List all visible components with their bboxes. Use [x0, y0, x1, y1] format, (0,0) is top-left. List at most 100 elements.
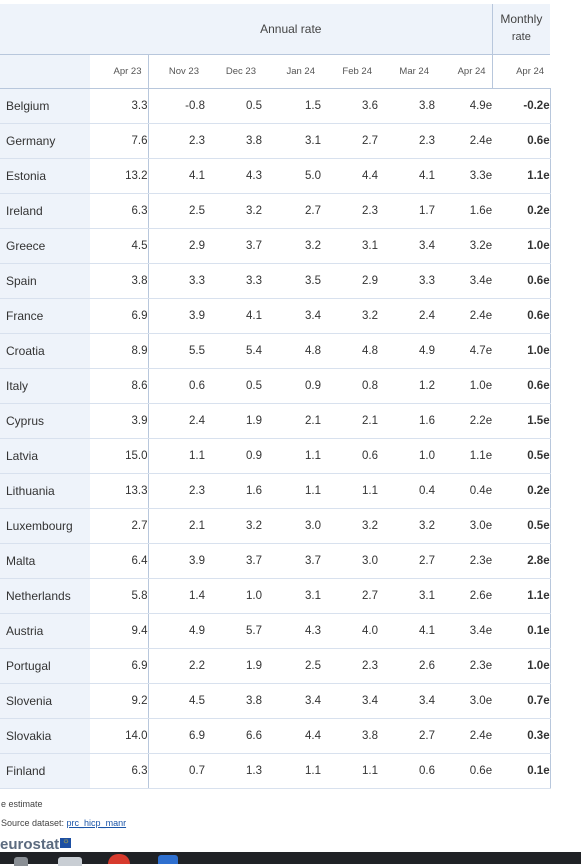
annual-rate-cell: 1.6e: [435, 193, 493, 229]
monthly-rate-cell: 0.7e: [492, 683, 551, 719]
annual-rate-cell: 3.3e: [435, 158, 493, 194]
country-name: Luxembourg: [0, 508, 90, 544]
annual-rate-cell: 3.3: [205, 263, 262, 299]
annual-rate-cell: 2.7: [321, 578, 378, 614]
app-icon[interactable]: [14, 857, 28, 866]
annual-rate-cell: 0.7: [148, 753, 205, 789]
country-name: Slovenia: [0, 683, 90, 719]
annual-rate-cell: 3.1: [321, 228, 378, 264]
annual-rate-cell: 6.3: [90, 193, 149, 229]
period-stub: [0, 54, 90, 89]
social-icon[interactable]: [158, 855, 178, 864]
table-row: Cyprus 3.9 2.4 1.9 2.1 2.1 1.6 2.2e 1.5e: [0, 403, 551, 439]
monthly-rate-cell: 0.6e: [492, 368, 551, 404]
source-dataset-link[interactable]: prc_hicp_manr: [66, 818, 127, 828]
annual-rate-cell: 1.2: [378, 368, 435, 404]
table-row: Italy 8.6 0.6 0.5 0.9 0.8 1.2 1.0e 0.6e: [0, 368, 551, 404]
annual-rate-cell: 2.3e: [435, 648, 493, 684]
table-row: Lithuania 13.3 2.3 1.6 1.1 1.1 0.4 0.4e 0.2e: [0, 473, 551, 509]
monthly-rate-cell: 1.1e: [492, 158, 551, 194]
period-header: Jan 24: [262, 54, 321, 89]
annual-rate-cell: 4.5: [90, 228, 149, 264]
country-name: Germany: [0, 123, 90, 159]
country-name: Estonia: [0, 158, 90, 194]
table-row: Luxembourg 2.7 2.1 3.2 3.0 3.2 3.2 3.0e 0.5e: [0, 508, 551, 544]
annual-rate-cell: 1.6: [378, 403, 435, 439]
monthly-rate-cell: 2.8e: [492, 543, 551, 579]
annual-rate-cell: 1.9: [205, 403, 262, 439]
annual-rate-cell: 3.0: [321, 543, 378, 579]
annual-rate-cell: 3.2: [378, 508, 435, 544]
eurostat-logo[interactable]: eurostat ☼: [0, 836, 72, 853]
flag-stars: ☼: [62, 836, 70, 845]
annual-rate-cell: 2.4e: [435, 298, 493, 334]
table-row: Croatia 8.9 5.5 5.4 4.8 4.8 4.9 4.7e 1.0e: [0, 333, 551, 369]
annual-rate-cell: 0.4: [378, 473, 435, 509]
annual-rate-cell: 1.1e: [435, 438, 493, 474]
monthly-rate-cell: 1.0e: [492, 333, 551, 369]
monthly-rate-cell: 0.1e: [492, 753, 551, 789]
annual-rate-cell: 3.5: [262, 263, 321, 299]
annual-rate-cell: 1.5: [262, 88, 321, 124]
monthly-rate-cell: 1.0e: [492, 228, 551, 264]
monthly-rate-cell: 1.1e: [492, 578, 551, 614]
annual-rate-cell: 2.5: [148, 193, 205, 229]
annual-rate-cell: 3.0e: [435, 683, 493, 719]
estimate-note: e estimate: [1, 799, 43, 809]
table-row: Portugal 6.9 2.2 1.9 2.5 2.3 2.6 2.3e 1.0e: [0, 648, 551, 684]
annual-rate-cell: 2.3: [321, 193, 378, 229]
annual-rate-cell: 7.6: [90, 123, 149, 159]
table-row: Ireland 6.3 2.5 3.2 2.7 2.3 1.7 1.6e 0.2e: [0, 193, 551, 229]
country-name: Portugal: [0, 648, 90, 684]
annual-rate-cell: 2.4: [148, 403, 205, 439]
browser-icon[interactable]: [108, 854, 130, 864]
table-row: Finland 6.3 0.7 1.3 1.1 1.1 0.6 0.6e 0.1e: [0, 753, 551, 789]
annual-rate-cell: 0.6: [321, 438, 378, 474]
monthly-rate-label-line2: rate: [511, 31, 531, 44]
annual-rate-cell: 3.7: [205, 543, 262, 579]
annual-rate-cell: 1.3: [205, 753, 262, 789]
annual-rate-cell: 1.7: [378, 193, 435, 229]
source-prefix: Source dataset:: [1, 818, 67, 828]
annual-rate-cell: 2.7: [378, 543, 435, 579]
country-name: Netherlands: [0, 578, 90, 614]
annual-rate-cell: 3.3: [378, 263, 435, 299]
annual-rate-cell: 3.9: [148, 298, 205, 334]
table-row: Germany 7.6 2.3 3.8 3.1 2.7 2.3 2.4e 0.6e: [0, 123, 551, 159]
annual-rate-cell: 3.4: [378, 228, 435, 264]
annual-rate-cell: 1.6: [205, 473, 262, 509]
annual-rate-cell: 2.7: [90, 508, 149, 544]
period-header: Nov 23: [148, 54, 205, 89]
annual-rate-cell: 15.0: [90, 438, 149, 474]
country-name: Ireland: [0, 193, 90, 229]
annual-rate-cell: 4.1: [148, 158, 205, 194]
annual-rate-cell: 2.2: [148, 648, 205, 684]
annual-rate-cell: 1.1: [262, 473, 321, 509]
annual-rate-cell: 3.3: [90, 88, 149, 124]
annual-rate-cell: 0.6: [148, 368, 205, 404]
annual-rate-cell: 2.1: [321, 403, 378, 439]
annual-rate-cell: 2.7: [321, 123, 378, 159]
annual-rate-cell: 3.7: [205, 228, 262, 264]
annual-rate-cell: 3.0e: [435, 508, 493, 544]
eu-flag-icon: ☼: [60, 836, 72, 848]
annual-rate-cell: 2.1: [262, 403, 321, 439]
annual-rate-cell: 4.5: [148, 683, 205, 719]
period-header: Feb 24: [321, 54, 378, 89]
annual-rate-cell: 1.1: [148, 438, 205, 474]
annual-rate-cell: 4.8: [262, 333, 321, 369]
annual-rate-cell: 3.7: [262, 543, 321, 579]
window-icon[interactable]: [58, 857, 82, 866]
annual-rate-cell: 2.9: [321, 263, 378, 299]
annual-rate-cell: 4.4: [321, 158, 378, 194]
annual-rate-cell: 14.0: [90, 718, 149, 754]
annual-rate-cell: 3.1: [378, 578, 435, 614]
annual-rate-cell: 0.6: [378, 753, 435, 789]
annual-rate-cell: 4.1: [205, 298, 262, 334]
monthly-rate-cell: 1.0e: [492, 648, 551, 684]
annual-rate-cell: 3.8: [90, 263, 149, 299]
annual-rate-cell: 3.0: [262, 508, 321, 544]
annual-rate-cell: 2.6: [378, 648, 435, 684]
monthly-rate-cell: 0.2e: [492, 473, 551, 509]
header-row-periods: Apr 23 Nov 23 Dec 23 Jan 24 Feb 24 Mar 2…: [0, 54, 551, 89]
